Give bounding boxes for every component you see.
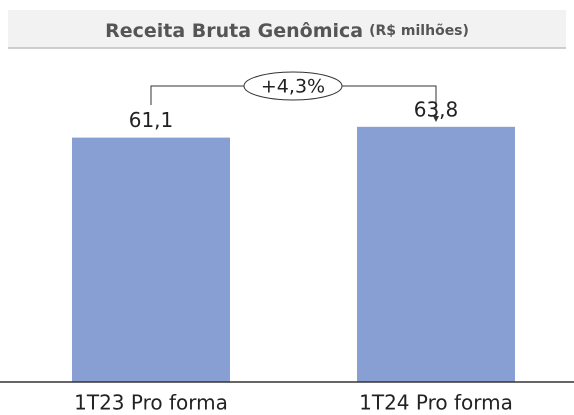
title: Receita Bruta Genômica bbox=[105, 20, 363, 42]
chart-title: Receita Bruta Genômica (R$ milhões) bbox=[105, 20, 469, 42]
value-label: 63,8 bbox=[414, 97, 459, 121]
title-band bbox=[8, 10, 566, 48]
x-tick-label: 1T23 Pro forma bbox=[74, 391, 228, 415]
annotation: +4,3% bbox=[261, 76, 325, 98]
x-tick-label: 1T24 Pro forma bbox=[359, 391, 513, 415]
annotation-ellipse bbox=[243, 71, 343, 101]
subtitle: (R$ milhões) bbox=[369, 23, 469, 39]
bar bbox=[357, 126, 515, 382]
bar bbox=[72, 137, 230, 382]
value-label: 61,1 bbox=[129, 108, 174, 132]
arrow-head bbox=[433, 116, 439, 122]
